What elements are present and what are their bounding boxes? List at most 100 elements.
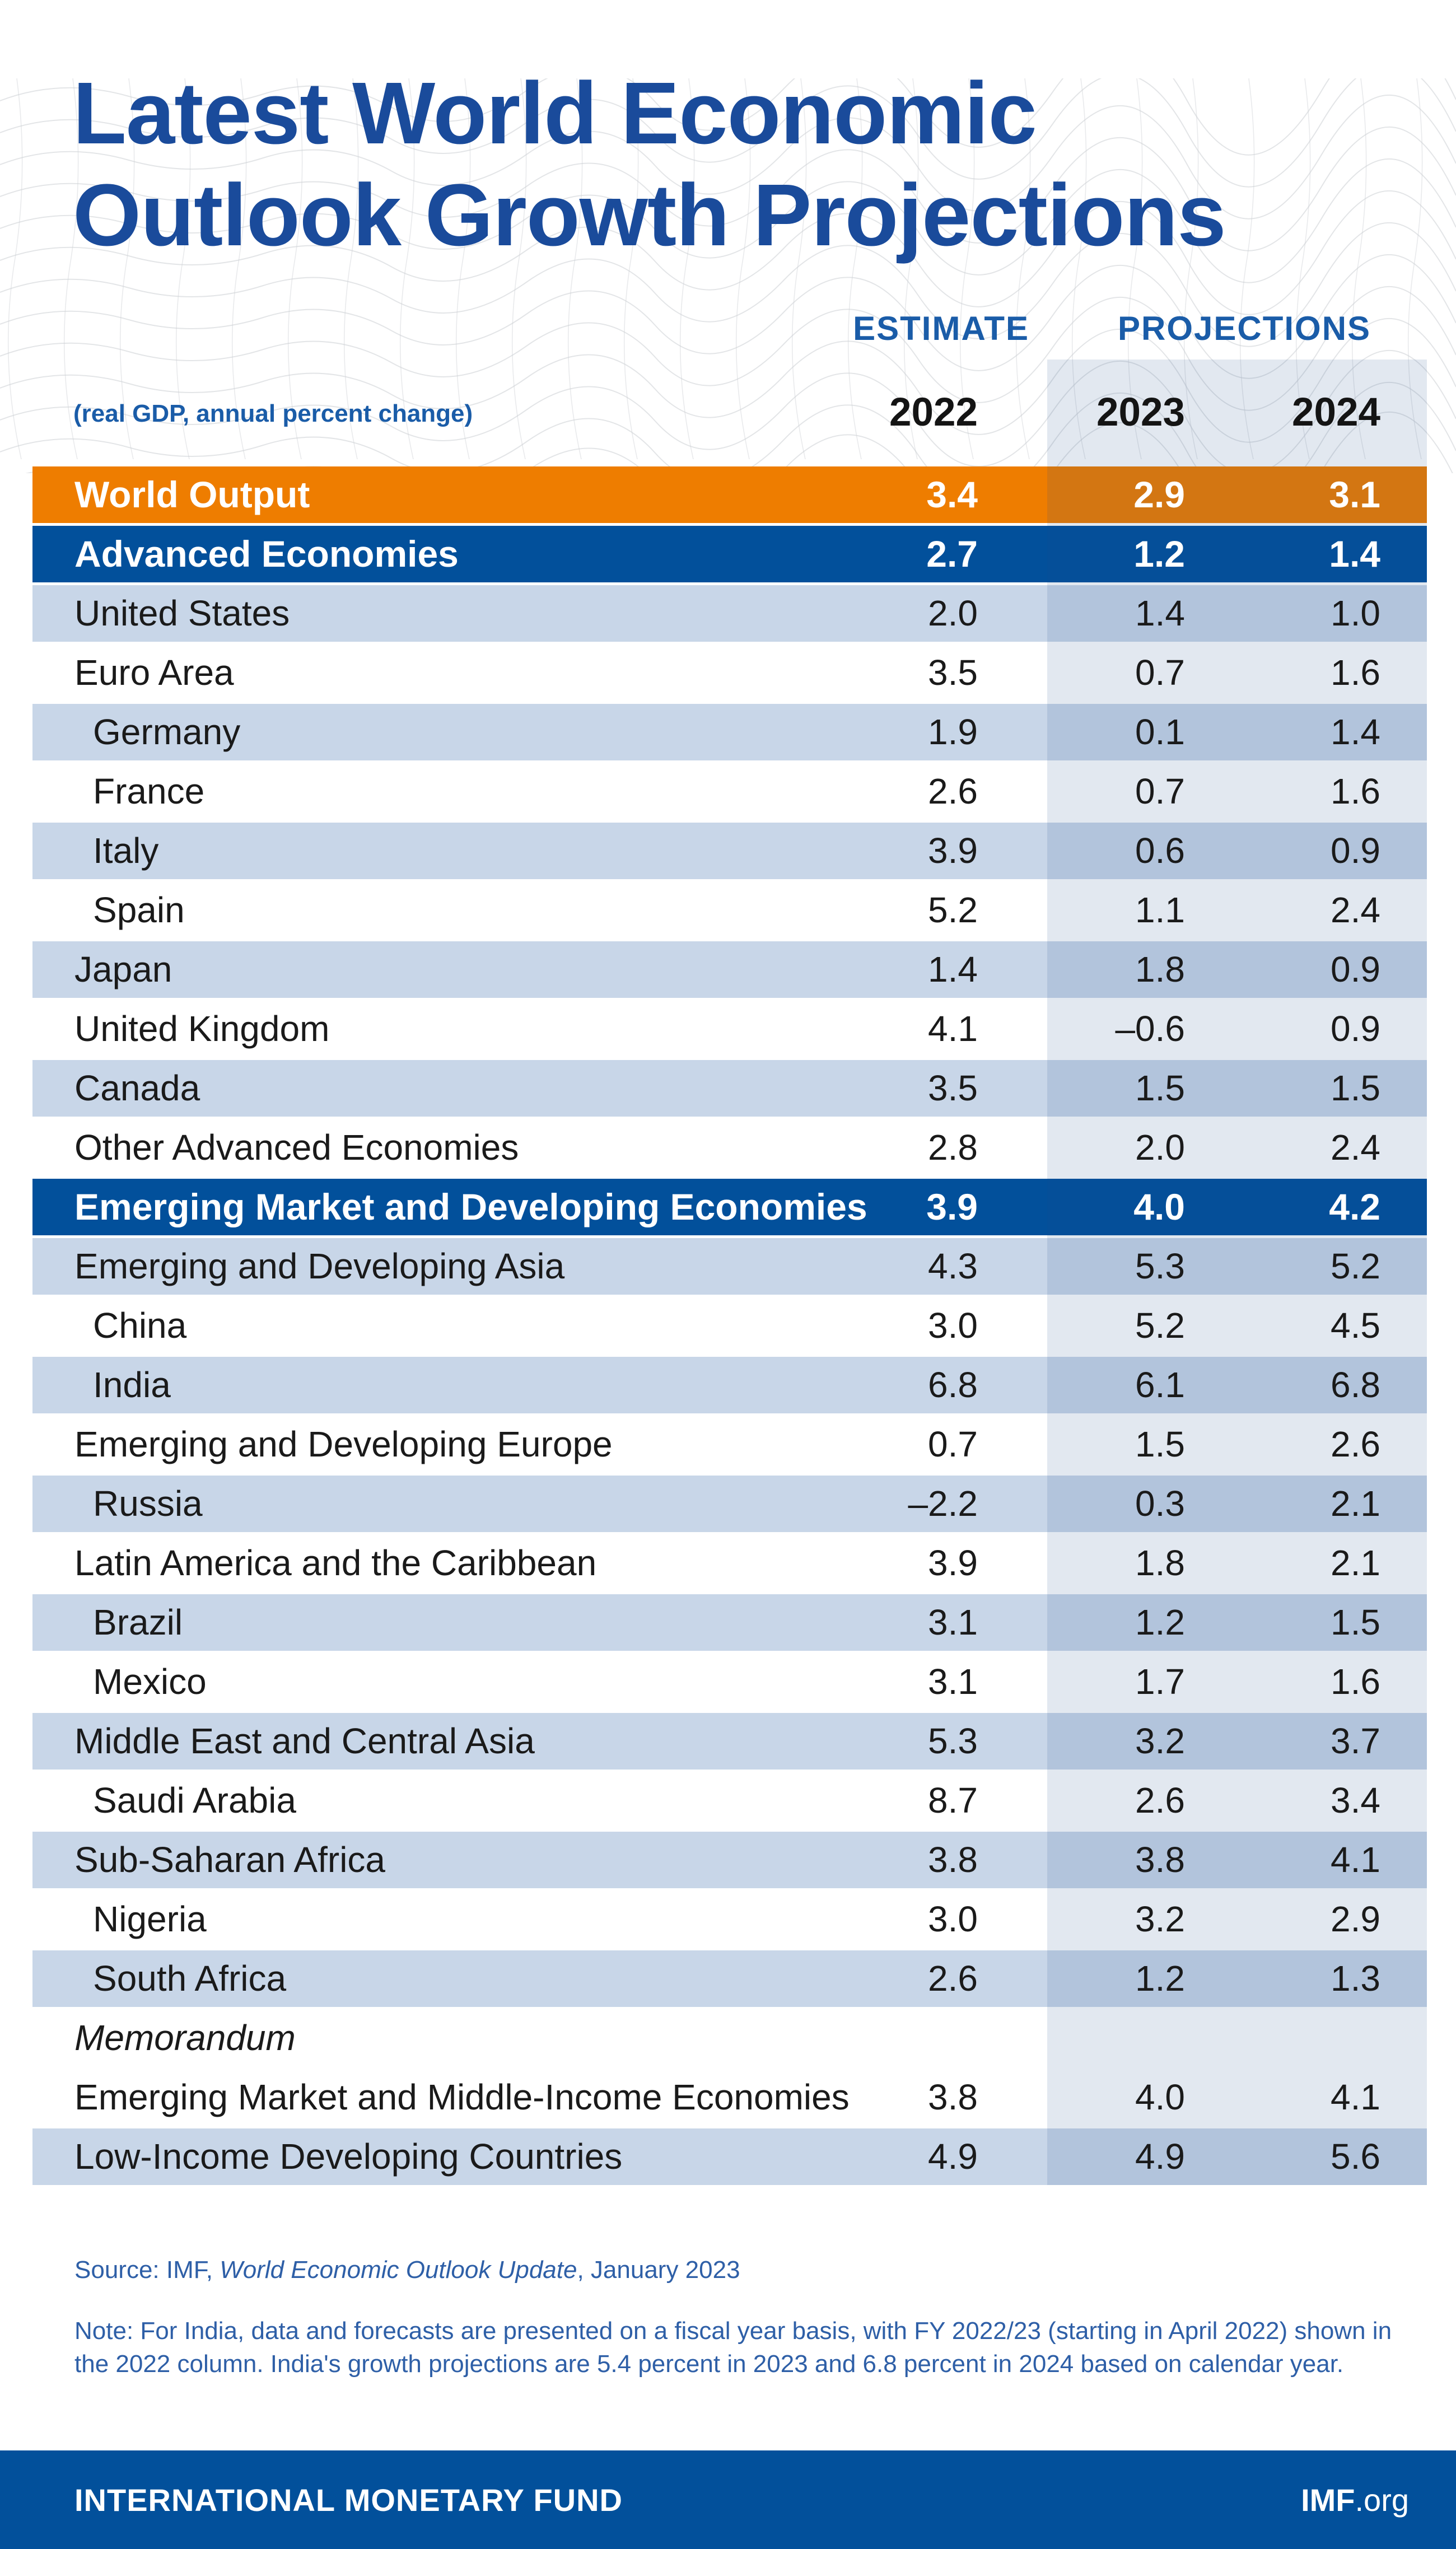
- value-2022: 4.9: [928, 2136, 978, 2177]
- value-2023: 2.6: [1135, 1780, 1185, 1820]
- row-label: United States: [74, 593, 290, 633]
- value-2022: 3.9: [928, 1543, 978, 1583]
- table-row: China 3.0 5.2 4.5: [32, 1297, 1427, 1354]
- table-row: Sub-Saharan Africa 3.8 3.8 4.1: [32, 1832, 1427, 1888]
- projections-shading-overlay: [1047, 360, 1427, 2185]
- value-2023: 0.6: [1135, 830, 1185, 871]
- value-2022: 3.8: [928, 2077, 978, 2117]
- value-2022: 3.9: [926, 1186, 978, 1227]
- table-row: Italy 3.9 0.6 0.9: [32, 823, 1427, 879]
- table-row: South Africa 2.6 1.2 1.3: [32, 1950, 1427, 2007]
- value-2024: 2.9: [1331, 1899, 1380, 1939]
- value-2024: 1.3: [1331, 1958, 1380, 1999]
- value-2022: 0.7: [928, 1424, 978, 1464]
- row-label: Emerging and Developing Europe: [74, 1424, 613, 1464]
- year-2023: 2023: [1096, 390, 1185, 435]
- value-2022: 3.1: [928, 1661, 978, 1702]
- table-row: Emerging Market and Developing Economies…: [32, 1179, 1427, 1235]
- value-2023: 0.7: [1135, 652, 1185, 693]
- table-row: Russia –2.2 0.3 2.1: [32, 1476, 1427, 1532]
- value-2024: 1.4: [1331, 712, 1380, 752]
- source-publication: World Economic Outlook Update: [220, 2256, 577, 2284]
- value-2024: 2.1: [1331, 1483, 1380, 1524]
- row-label: India: [93, 1365, 171, 1405]
- year-2022: 2022: [889, 390, 978, 435]
- value-2022: 3.0: [928, 1899, 978, 1939]
- row-label: Spain: [93, 890, 185, 930]
- value-2024: 4.1: [1331, 2077, 1380, 2117]
- value-2024: 4.5: [1331, 1305, 1380, 1346]
- row-label: Emerging and Developing Asia: [74, 1246, 565, 1286]
- table-row: United Kingdom 4.1 –0.6 0.9: [32, 1001, 1427, 1057]
- table-row: Low-Income Developing Countries 4.9 4.9 5.6: [32, 2128, 1427, 2185]
- row-label: United Kingdom: [74, 1009, 330, 1049]
- value-2023: 1.8: [1135, 1543, 1185, 1583]
- source-suffix: , January 2023: [577, 2256, 740, 2284]
- value-2024: 2.4: [1331, 1127, 1380, 1168]
- estimate-column-header: ESTIMATE: [853, 310, 1029, 347]
- row-label: Euro Area: [74, 652, 234, 693]
- value-2024: 1.0: [1331, 593, 1380, 633]
- table-row: Nigeria 3.0 3.2 2.9: [32, 1891, 1427, 1948]
- table-row: Germany 1.9 0.1 1.4: [32, 704, 1427, 760]
- value-2023: 4.9: [1135, 2136, 1185, 2177]
- value-2024: 2.1: [1331, 1543, 1380, 1583]
- note-text: Note: For India, data and forecasts are …: [74, 2317, 1392, 2378]
- row-label: Brazil: [93, 1602, 183, 1642]
- row-label: Russia: [93, 1483, 203, 1524]
- table-row: Saudi Arabia 8.7 2.6 3.4: [32, 1772, 1427, 1829]
- value-2022: 5.3: [928, 1721, 978, 1761]
- value-2024: 0.9: [1331, 1009, 1380, 1049]
- value-2023: 0.1: [1135, 712, 1185, 752]
- row-label: Memorandum: [74, 2018, 296, 2058]
- value-2023: 5.2: [1135, 1305, 1185, 1346]
- table-row: Memorandum: [32, 2010, 1427, 2066]
- value-2023: 1.8: [1135, 949, 1185, 989]
- value-2024: 4.1: [1331, 1840, 1380, 1880]
- table-row: Emerging and Developing Asia 4.3 5.3 5.2: [32, 1238, 1427, 1295]
- projections-table: World Output 3.4 2.9 3.1 Advanced Economies 2…: [32, 466, 1427, 2188]
- row-label: Mexico: [93, 1661, 207, 1702]
- table-row: World Output 3.4 2.9 3.1: [32, 466, 1427, 523]
- value-2024: 5.6: [1331, 2136, 1380, 2177]
- table-row: Middle East and Central Asia 5.3 3.2 3.7: [32, 1713, 1427, 1770]
- table-row: Canada 3.5 1.5 1.5: [32, 1060, 1427, 1117]
- source-prefix: Source: IMF,: [74, 2256, 220, 2284]
- value-2024: 0.9: [1331, 949, 1380, 989]
- value-2022: 3.1: [928, 1602, 978, 1642]
- row-label: Advanced Economies: [74, 533, 459, 575]
- value-2022: 4.1: [928, 1009, 978, 1049]
- row-label: Other Advanced Economies: [74, 1127, 519, 1168]
- value-2024: 1.5: [1331, 1068, 1380, 1108]
- table-row: Latin America and the Caribbean 3.9 1.8 2.1: [32, 1535, 1427, 1591]
- value-2023: 4.0: [1135, 2077, 1185, 2117]
- value-2024: 5.2: [1331, 1246, 1380, 1286]
- value-2023: 4.0: [1133, 1186, 1185, 1227]
- value-2024: 1.6: [1331, 771, 1380, 811]
- value-2023: 1.4: [1135, 593, 1185, 633]
- value-2023: 1.7: [1135, 1661, 1185, 1702]
- table-row: Emerging Market and Middle-Income Econom…: [32, 2069, 1427, 2126]
- value-2022: 2.6: [928, 771, 978, 811]
- value-2022: 3.4: [926, 474, 978, 515]
- value-2024: 1.6: [1331, 1661, 1380, 1702]
- year-headers: 2022 2023 2024: [0, 392, 1456, 433]
- row-label: Emerging Market and Middle-Income Econom…: [74, 2077, 850, 2117]
- value-2022: 3.0: [928, 1305, 978, 1346]
- value-2024: 0.9: [1331, 830, 1380, 871]
- source-line: Source: IMF, World Economic Outlook Upda…: [74, 2254, 740, 2286]
- row-label: Canada: [74, 1068, 200, 1108]
- row-label: World Output: [74, 474, 310, 515]
- row-label: Sub-Saharan Africa: [74, 1840, 385, 1880]
- value-2024: 4.2: [1329, 1186, 1380, 1227]
- value-2023: 3.2: [1135, 1721, 1185, 1761]
- table-row: Other Advanced Economies 2.8 2.0 2.4: [32, 1119, 1427, 1176]
- value-2022: 2.8: [928, 1127, 978, 1168]
- table-row: Japan 1.4 1.8 0.9: [32, 941, 1427, 998]
- row-label: France: [93, 771, 205, 811]
- value-2022: 8.7: [928, 1780, 978, 1820]
- table-row: United States 2.0 1.4 1.0: [32, 585, 1427, 642]
- value-2022: 3.5: [928, 652, 978, 693]
- row-label: Japan: [74, 949, 172, 989]
